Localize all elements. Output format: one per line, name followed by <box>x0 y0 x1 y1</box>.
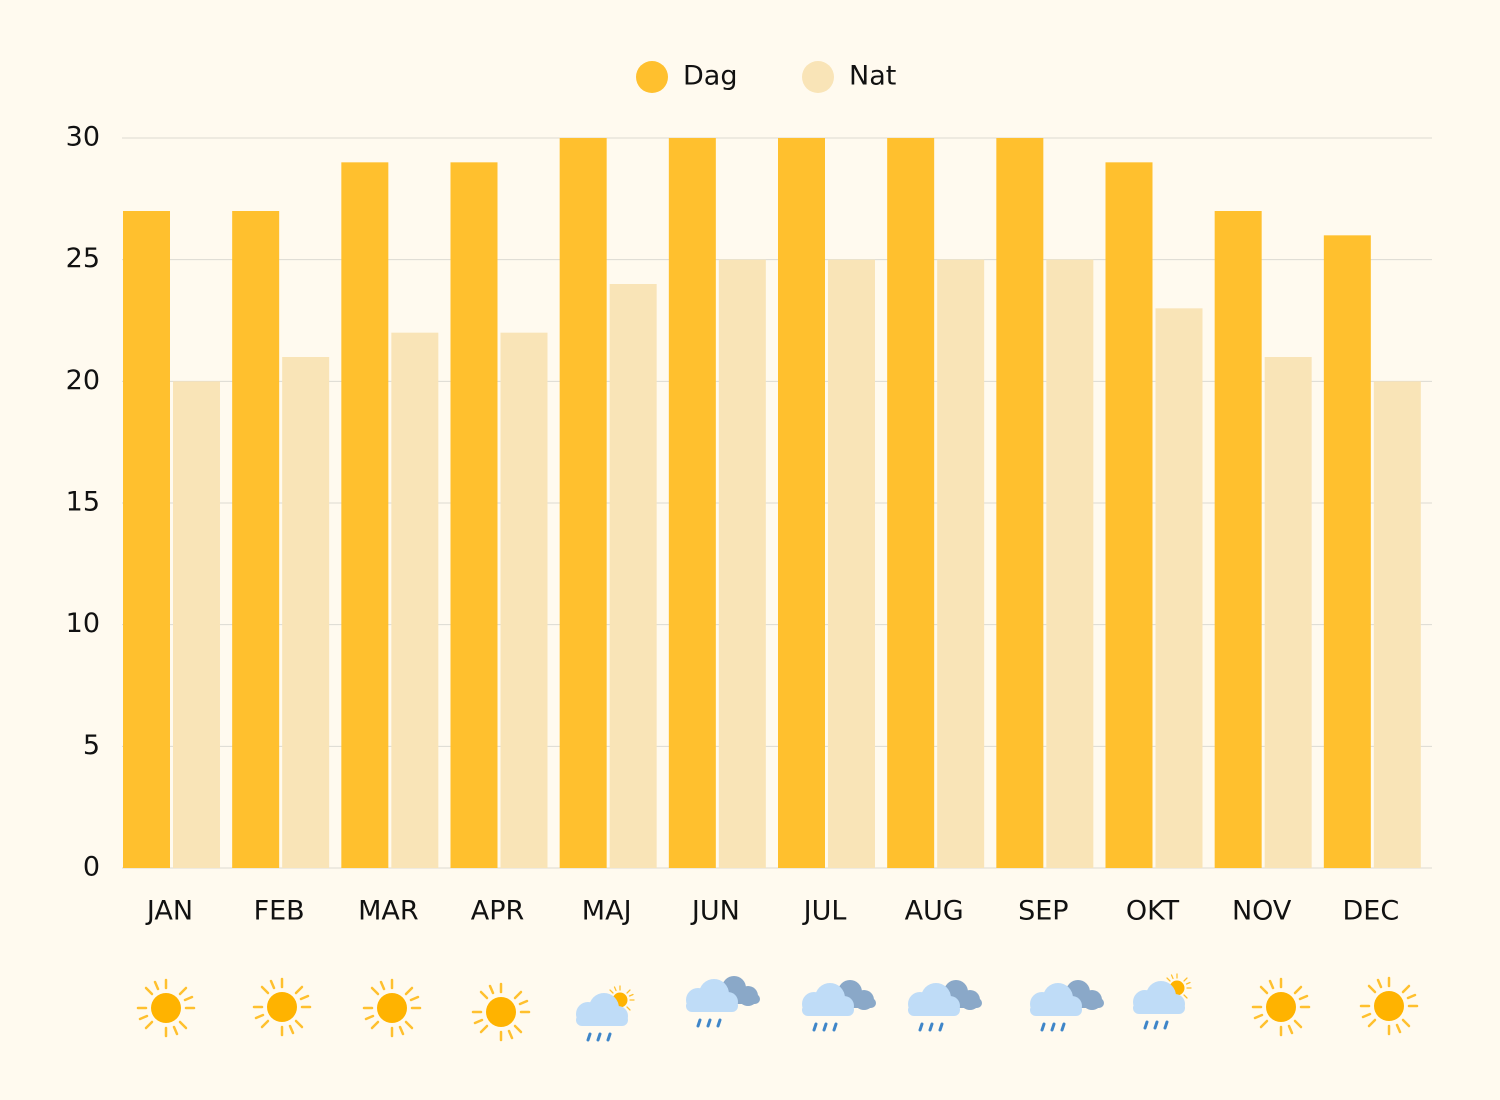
bar <box>718 259 766 869</box>
x-tick-label: NOV <box>1232 896 1292 927</box>
x-tick-label: JUN <box>690 896 740 927</box>
x-tick-label: JUL <box>802 896 847 927</box>
y-tick-label: 25 <box>66 243 100 274</box>
bar <box>887 138 935 868</box>
y-tick-label: 5 <box>83 730 100 761</box>
x-tick-label: AUG <box>905 896 964 927</box>
sun-icon <box>362 978 422 1038</box>
bar <box>391 332 439 869</box>
rain-icon <box>686 976 760 1026</box>
sun-icon <box>252 977 312 1037</box>
bar <box>1155 308 1203 868</box>
bar <box>778 138 825 868</box>
y-tick-label: 15 <box>66 487 100 518</box>
sun-icon <box>471 982 531 1042</box>
x-tick-label: MAJ <box>582 896 632 927</box>
x-tick-label: JAN <box>145 896 193 927</box>
y-tick-label: 30 <box>66 122 100 153</box>
rain-icon <box>908 980 982 1030</box>
x-tick-label: FEB <box>254 896 305 927</box>
sun-icon <box>136 978 196 1038</box>
bar <box>996 138 1044 868</box>
bar <box>1323 235 1371 869</box>
bar <box>173 381 220 868</box>
rain-icon <box>802 980 876 1030</box>
legend-label: Nat <box>849 61 896 92</box>
bar <box>1105 162 1153 869</box>
bar <box>828 259 875 869</box>
x-tick-label: SEP <box>1018 896 1068 927</box>
bar <box>937 259 985 869</box>
bar <box>232 211 280 868</box>
bar <box>1373 381 1421 868</box>
y-tick-label: 10 <box>66 608 100 639</box>
x-tick-label: OKT <box>1126 896 1180 927</box>
x-tick-label: MAR <box>358 896 419 927</box>
rain-sun-icon <box>576 986 634 1040</box>
bar <box>341 162 389 869</box>
rain-icon <box>1030 980 1104 1030</box>
bar <box>1264 357 1312 868</box>
weather-icons <box>136 974 1419 1042</box>
sun-icon <box>1359 976 1419 1036</box>
rain-sun-icon <box>1133 974 1191 1028</box>
y-tick-label: 20 <box>66 365 100 396</box>
bar <box>450 162 498 869</box>
y-tick-label: 0 <box>83 852 100 883</box>
legend-swatch <box>636 61 668 93</box>
bar <box>1046 259 1094 869</box>
x-tick-label: APR <box>471 896 525 927</box>
legend-label: Dag <box>683 61 737 92</box>
bar <box>500 332 548 869</box>
bar <box>1214 211 1262 868</box>
bar <box>123 211 170 868</box>
legend-swatch <box>802 61 834 93</box>
bar <box>559 138 607 868</box>
bar <box>282 357 330 868</box>
bar <box>609 284 657 868</box>
x-tick-label: DEC <box>1342 896 1399 927</box>
sun-icon <box>1251 977 1311 1037</box>
bar <box>668 138 716 868</box>
